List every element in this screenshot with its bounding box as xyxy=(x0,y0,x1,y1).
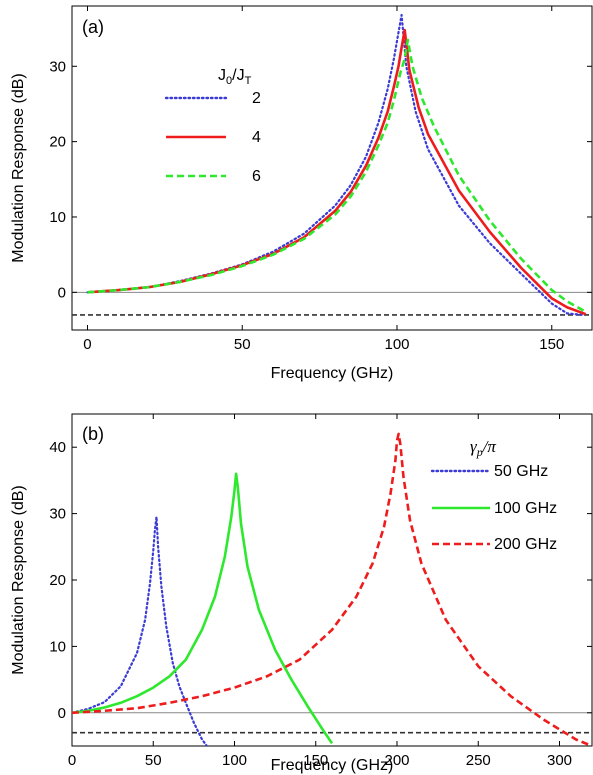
panel-a-xtick-label: 100 xyxy=(384,336,409,353)
panel-b-ytick-label: 0 xyxy=(58,705,66,722)
panel-b-xtick-label: 250 xyxy=(466,752,491,769)
panel-a-label: (a) xyxy=(82,17,104,37)
panel-b-ytick-label: 10 xyxy=(49,638,66,655)
panel-b-ytick-label: 40 xyxy=(49,439,66,456)
panel-b-reference-lines xyxy=(72,712,592,734)
panel-a-series-line-1 xyxy=(86,13,584,316)
panel-a-legend: J0/JT 2 4 6 xyxy=(164,67,261,185)
panel-a-series xyxy=(86,13,587,316)
panel-b-xtick-label: 0 xyxy=(68,752,76,769)
panel-b-legend-label-2: 100 GHz xyxy=(494,500,557,517)
panel-b-series-line-3 xyxy=(72,432,592,746)
panel-b-xtick-label: 200 xyxy=(384,752,409,769)
panel-a-ytick-label: 20 xyxy=(49,134,66,151)
panel-a-xtick-label: 0 xyxy=(83,336,91,353)
panel-a-xtick-label: 150 xyxy=(539,336,564,353)
panel-a-legend-title: J0/JT xyxy=(218,67,252,87)
panel-b-legend-title: γp/π xyxy=(470,437,496,459)
panel-b-series-line-1 xyxy=(72,515,208,746)
panel-a-xtick-label: 50 xyxy=(234,336,251,353)
panel-b-ytick-label: 20 xyxy=(49,572,66,589)
panel-a-xlabel: Frequency (GHz) xyxy=(271,365,394,382)
panel-a-series-line-2 xyxy=(87,28,587,316)
panel-b-xtick-label: 50 xyxy=(145,752,162,769)
panel-b-legend-label-3: 200 GHz xyxy=(494,536,557,553)
panel-a-legend-label-3: 6 xyxy=(252,168,261,185)
panel-a-legend-label-1: 2 xyxy=(252,90,261,107)
panel-b-series xyxy=(72,432,592,746)
panel-a-series-line-3 xyxy=(87,38,587,314)
panel-a-ticks: 0 50 100 150 0 10 20 30 xyxy=(49,6,592,353)
panel-a-frame xyxy=(71,5,593,331)
panel-b-ticks: 0 50 100 150 200 250 300 0 10 20 30 40 xyxy=(49,414,592,769)
panel-b-xtick-label: 300 xyxy=(547,752,572,769)
panel-b: (b) Frequency (GHz) Modulation Response … xyxy=(10,413,593,774)
panel-a-ytick-label: 10 xyxy=(49,209,66,226)
panel-a-ytick-label: 30 xyxy=(49,58,66,75)
panel-b-xtick-label: 100 xyxy=(222,752,247,769)
panel-b-legend: γp/π 50 GHz 100 GHz 200 GHz xyxy=(430,437,557,553)
panel-a-ylabel: Modulation Response (dB) xyxy=(10,73,27,262)
panel-b-xlabel: Frequency (GHz) xyxy=(271,757,394,774)
panel-b-ylabel: Modulation Response (dB) xyxy=(10,485,27,674)
panel-a-reference-lines xyxy=(72,291,592,316)
panel-a-ytick-label: 0 xyxy=(58,284,66,301)
panel-a: (a) Frequency (GHz) Modulation Response … xyxy=(10,5,593,382)
panel-b-series-line-2 xyxy=(72,472,334,745)
panel-b-ytick-label: 30 xyxy=(49,506,66,523)
panel-a-legend-label-2: 4 xyxy=(252,129,261,146)
panel-b-legend-label-1: 50 GHz xyxy=(494,463,548,480)
panel-b-xtick-label: 150 xyxy=(303,752,328,769)
panel-b-label: (b) xyxy=(82,424,104,444)
